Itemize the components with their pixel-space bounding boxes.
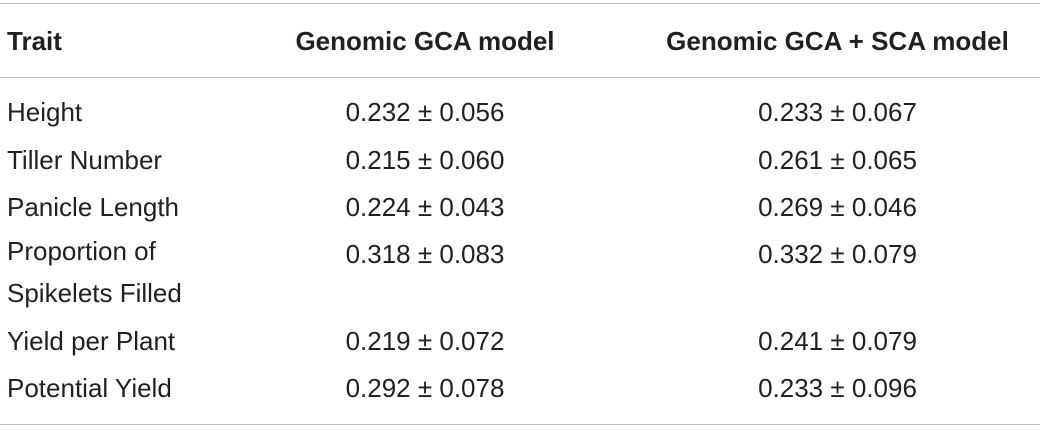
table-header-rule — [0, 77, 1040, 78]
row-trait: Height — [7, 97, 83, 127]
row-gca-value: 0.224 ± 0.043 — [345, 192, 505, 222]
row-trait: Proportion of Spikelets Filled — [7, 236, 182, 308]
table-top-rule — [0, 3, 1040, 4]
table-bottom-rule — [0, 424, 1040, 425]
header-gca-model: Genomic GCA model — [295, 26, 555, 56]
row-gca-value: 0.318 ± 0.083 — [345, 239, 505, 269]
row-gca-sca-value: 0.269 ± 0.046 — [758, 192, 917, 222]
row-trait: Yield per Plant — [7, 326, 176, 356]
row-trait: Tiller Number — [7, 145, 163, 175]
row-trait: Potential Yield — [7, 373, 172, 403]
row-gca-value: 0.215 ± 0.060 — [345, 145, 505, 175]
row-gca-value: 0.219 ± 0.072 — [345, 326, 505, 356]
header-trait: Trait — [7, 26, 62, 56]
row-gca-sca-value: 0.261 ± 0.065 — [758, 145, 917, 175]
row-gca-sca-value: 0.233 ± 0.096 — [758, 373, 917, 403]
row-gca-sca-value: 0.233 ± 0.067 — [758, 97, 917, 127]
header-gca-sca-model: Genomic GCA + SCA model — [666, 26, 1009, 56]
row-trait: Panicle Length — [7, 192, 180, 222]
row-gca-sca-value: 0.241 ± 0.079 — [758, 326, 917, 356]
row-gca-value: 0.292 ± 0.078 — [345, 373, 505, 403]
row-gca-value: 0.232 ± 0.056 — [345, 97, 505, 127]
row-gca-sca-value: 0.332 ± 0.079 — [758, 239, 917, 269]
